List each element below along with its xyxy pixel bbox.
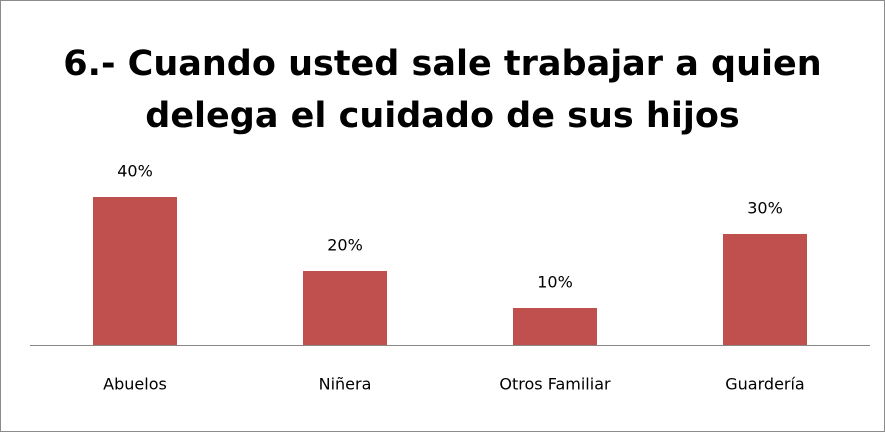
- data-label: 30%: [747, 199, 783, 218]
- data-label: 20%: [327, 236, 363, 255]
- data-label: 40%: [117, 162, 153, 181]
- bar: [303, 271, 387, 345]
- bar: [93, 197, 177, 345]
- data-label: 10%: [537, 273, 573, 292]
- x-tick-label: Abuelos: [103, 375, 167, 394]
- chart-title: 6.- Cuando usted sale trabajar a quien d…: [63, 44, 822, 136]
- x-tick-label: Otros Familiar: [499, 375, 611, 394]
- bar: [513, 308, 597, 345]
- x-tick-label: Niñera: [319, 375, 372, 394]
- x-tick-label: Guardería: [725, 375, 804, 394]
- bar: [723, 234, 807, 345]
